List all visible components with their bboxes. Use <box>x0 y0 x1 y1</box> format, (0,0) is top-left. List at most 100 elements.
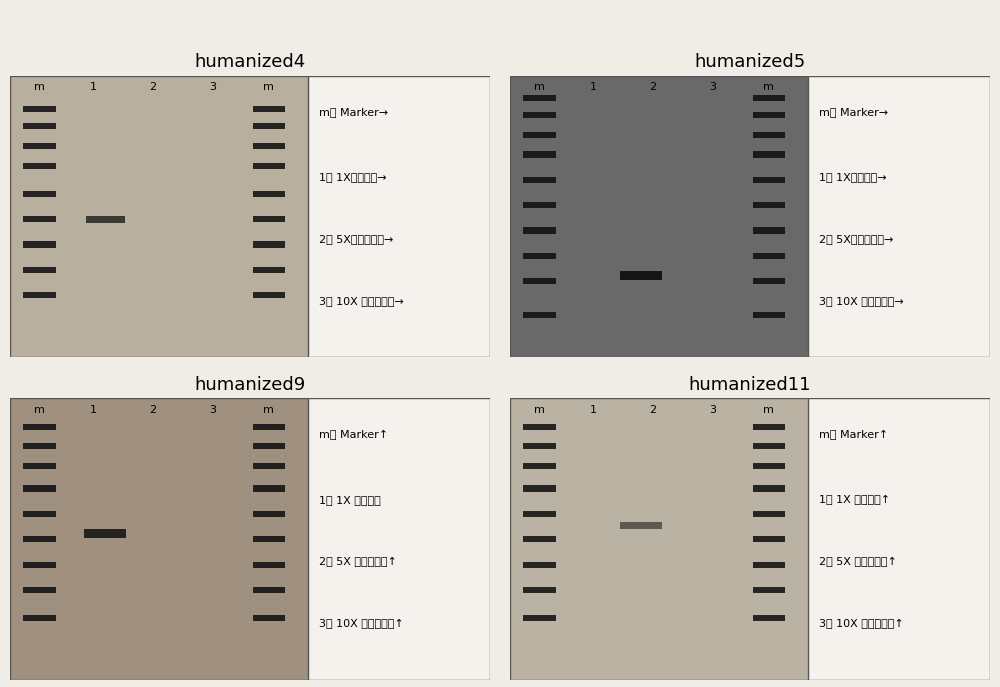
Text: 1： 1X 样品原液↑: 1： 1X 样品原液↑ <box>819 495 890 505</box>
Bar <box>523 423 556 430</box>
Text: m: m <box>34 405 45 415</box>
Bar <box>753 253 785 259</box>
Text: humanized5: humanized5 <box>694 53 806 71</box>
Bar <box>23 536 56 543</box>
Text: 1： 1X 样品原液: 1： 1X 样品原液 <box>319 495 380 505</box>
Bar <box>23 587 56 593</box>
Text: m: m <box>263 405 274 415</box>
Text: m： Marker→: m： Marker→ <box>819 107 888 117</box>
Text: 2: 2 <box>649 405 656 415</box>
Text: 2： 5X样品稺释液→: 2： 5X样品稺释液→ <box>819 234 893 244</box>
Bar <box>253 267 285 273</box>
Text: 2: 2 <box>149 405 156 415</box>
Bar <box>620 521 662 529</box>
Text: m： Marker↑: m： Marker↑ <box>319 430 388 440</box>
Bar <box>753 536 785 543</box>
Bar <box>753 227 785 234</box>
Bar <box>753 463 785 469</box>
Text: 1: 1 <box>90 405 97 415</box>
Bar <box>753 615 785 621</box>
Bar <box>23 241 56 248</box>
Bar <box>523 443 556 449</box>
Text: humanized4: humanized4 <box>194 53 306 71</box>
Bar <box>753 443 785 449</box>
Bar <box>753 511 785 517</box>
Text: m: m <box>534 82 545 92</box>
Bar <box>23 486 56 492</box>
Bar <box>23 143 56 149</box>
Bar <box>23 511 56 517</box>
Bar <box>523 202 556 208</box>
Text: 2： 5X 样品稺释液↑: 2： 5X 样品稺释液↑ <box>319 556 396 567</box>
Text: 3： 10X 样品稺释液↑: 3： 10X 样品稺释液↑ <box>319 619 403 629</box>
Bar <box>253 106 285 113</box>
Bar <box>253 561 285 567</box>
Bar <box>23 267 56 273</box>
Bar <box>753 587 785 593</box>
Bar <box>253 241 285 248</box>
Bar <box>753 312 785 318</box>
Bar <box>523 486 556 492</box>
Bar <box>86 216 125 223</box>
Bar <box>253 216 285 223</box>
Bar <box>753 278 785 284</box>
Bar <box>253 163 285 169</box>
Text: humanized9: humanized9 <box>194 376 306 394</box>
Bar <box>620 271 662 280</box>
Bar <box>23 292 56 298</box>
Bar <box>23 216 56 223</box>
Bar <box>23 191 56 197</box>
Bar <box>523 312 556 318</box>
Bar <box>753 177 785 183</box>
Bar <box>523 587 556 593</box>
Bar <box>23 423 56 430</box>
Bar <box>23 463 56 469</box>
Bar <box>84 530 126 538</box>
Bar <box>523 561 556 567</box>
Text: 1: 1 <box>90 82 97 92</box>
Bar <box>523 112 556 118</box>
Bar <box>523 151 556 157</box>
Text: m: m <box>34 82 45 92</box>
Bar <box>753 151 785 157</box>
Text: 1： 1X样品原液→: 1： 1X样品原液→ <box>819 172 886 182</box>
Text: 3： 10X 样品稺释液→: 3： 10X 样品稺释液→ <box>319 296 403 306</box>
Text: m: m <box>763 405 774 415</box>
Text: 2: 2 <box>649 82 656 92</box>
Bar <box>253 292 285 298</box>
Bar <box>753 561 785 567</box>
Text: m: m <box>534 405 545 415</box>
Text: 3: 3 <box>709 82 716 92</box>
Bar <box>253 536 285 543</box>
Bar <box>253 486 285 492</box>
Bar <box>253 423 285 430</box>
Bar <box>23 106 56 113</box>
Bar <box>23 163 56 169</box>
Bar <box>523 227 556 234</box>
Bar <box>523 511 556 517</box>
Text: 1: 1 <box>590 82 597 92</box>
Bar <box>523 463 556 469</box>
Text: 2: 2 <box>149 82 156 92</box>
Bar <box>23 561 56 567</box>
Bar <box>23 615 56 621</box>
Text: m: m <box>263 82 274 92</box>
Bar <box>523 278 556 284</box>
Text: 2： 5X样品稺释液→: 2： 5X样品稺释液→ <box>319 234 393 244</box>
Bar <box>523 95 556 101</box>
Bar <box>753 95 785 101</box>
Bar <box>253 463 285 469</box>
Text: 1: 1 <box>590 405 597 415</box>
Bar <box>523 536 556 543</box>
Bar <box>253 443 285 449</box>
Bar <box>23 123 56 129</box>
Bar <box>753 112 785 118</box>
Bar <box>753 132 785 138</box>
Bar <box>523 615 556 621</box>
Bar <box>253 587 285 593</box>
Bar <box>523 177 556 183</box>
Bar <box>253 191 285 197</box>
Bar <box>753 423 785 430</box>
Bar <box>253 615 285 621</box>
Text: m: m <box>763 82 774 92</box>
